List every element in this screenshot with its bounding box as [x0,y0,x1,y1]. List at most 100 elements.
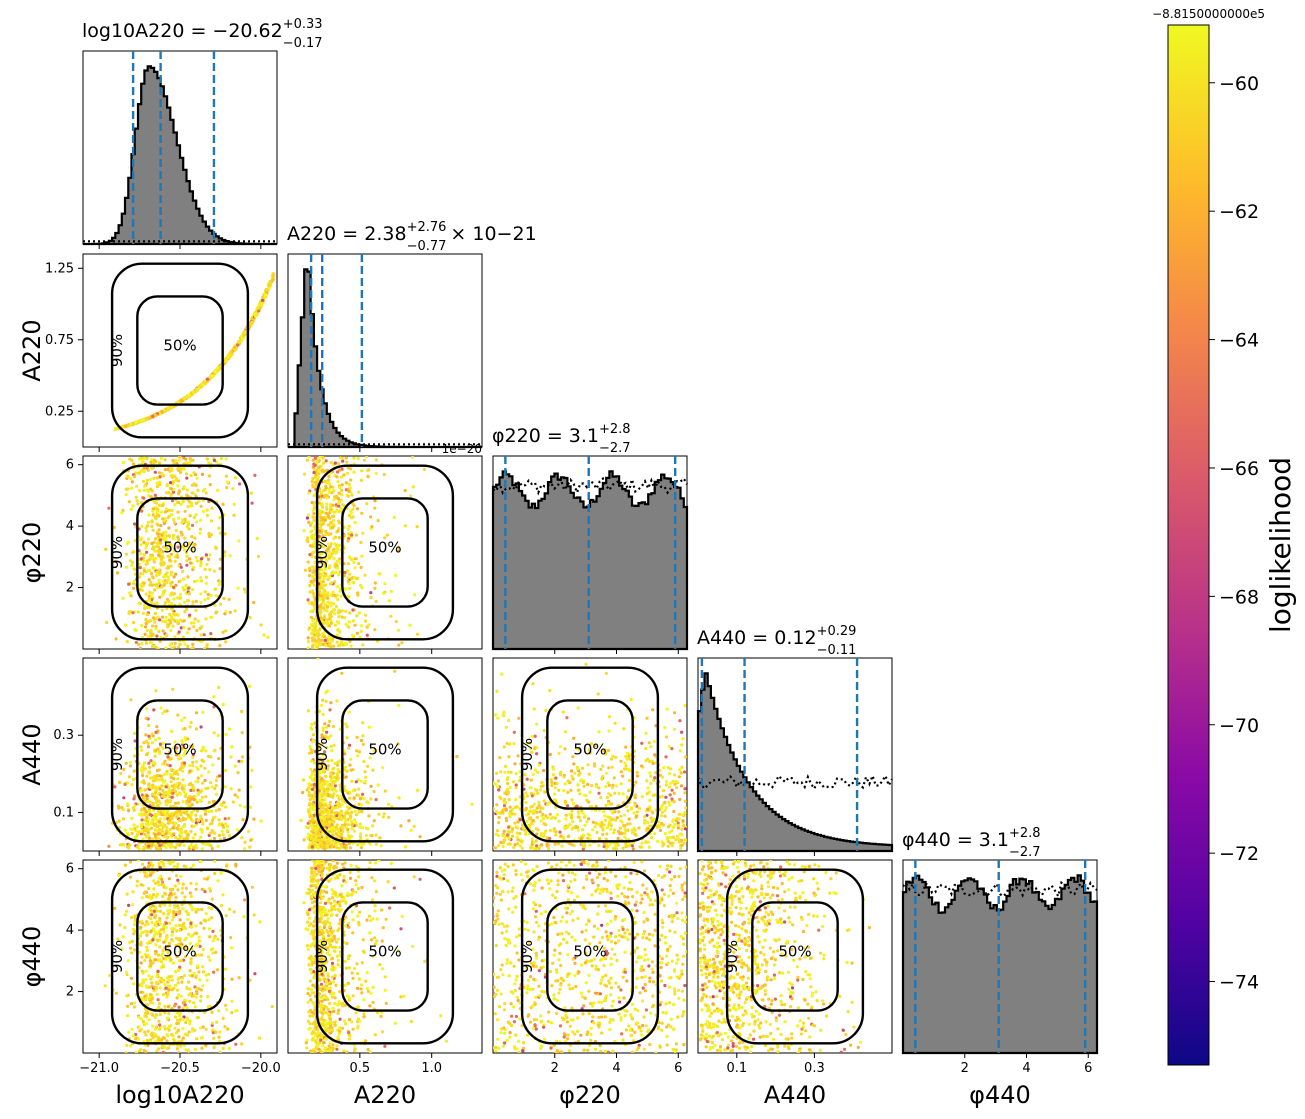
y-axis-label: A440 [18,723,46,785]
scatter-panel-A220-phi220: 50% 90% [287,455,483,650]
x-tick-label: 2 [961,1061,969,1076]
contour-label-90: 90% [108,738,126,771]
x-axis-label: log10A220 [115,1081,244,1109]
scatter-points: 50% 90% [107,666,263,851]
scatter-panel-phi220-phi440: 50% 90% [492,859,688,1054]
y-tick-label: 6 [66,862,74,877]
panel-title: φ220 = 3.1+2.8 [492,422,631,447]
contour-50 [751,901,839,1012]
diag-panel-A440: A440 = 0.12+0.29−0.11 [696,624,894,853]
colorbar-tick-label: −64 [1219,330,1259,352]
scatter-points: 50% 90% [104,456,270,649]
y-tick-label: 0.25 [45,404,74,419]
contour-50 [341,699,429,810]
colorbar-tick-label: −72 [1219,843,1259,865]
contour-label-50: 50% [368,943,401,961]
scatter-points: 50% 90% [493,662,687,851]
x-axis-label: φ220 [559,1081,621,1109]
y-tick-label: 2 [66,985,74,1000]
contour-50 [136,497,224,608]
x-tick-label: 6 [674,1061,682,1076]
panel-title: log10A220 = −20.62+0.33 [82,17,323,42]
contour-50 [341,901,429,1012]
x-tick-label: 0.3 [804,1061,825,1076]
scatter-points: 50% 90% [302,456,455,649]
x-axis-label: A220 [354,1081,416,1109]
contour-label-50: 50% [573,741,606,759]
histogram-bars [491,470,689,651]
y-tick-label: 2 [66,581,74,596]
contour-90 [520,666,660,843]
prior-line [492,475,688,496]
scatter-panel-logA220-A440: 50% 90% [82,657,278,852]
x-axis-label: φ440 [969,1081,1031,1109]
contour-label-50: 50% [778,943,811,961]
offset-label: 1e−20 [442,442,482,456]
contour-90 [315,666,455,843]
y-axis-label: φ220 [18,522,46,584]
contour-label-50: 50% [163,539,196,557]
contour-label-90: 90% [518,738,536,771]
scatter-points: 50% 90% [698,860,872,1053]
contour-90 [110,464,250,641]
colorbar-tick-label: −74 [1219,972,1259,994]
scatter-panel-logA220-A220: 50% 90% [82,253,278,448]
contour-label-50: 50% [368,741,401,759]
x-tick-label: 4 [1022,1061,1030,1076]
panel-title-minus: −0.17 [283,36,323,51]
diag-panel-A220: A220 = 2.38+2.76−0.77 1e−20 × 10−21 [287,220,537,456]
x-tick-label: −21.0 [79,1061,119,1076]
histogram-bars [288,268,482,449]
prior-line [902,880,1098,899]
panel-title-minus: −0.77 [407,239,447,254]
scatter-points: 50% 90% [108,262,275,439]
panel-title-minus: −0.11 [817,643,857,658]
x-tick-label: 0.5 [350,1061,371,1076]
x-axis-label: A440 [764,1081,826,1109]
diag-panel-logA220: log10A220 = −20.62+0.33−0.17 [82,17,323,246]
scatter-points: 50% 90% [493,860,687,1053]
contour-label-90: 90% [313,940,331,973]
x-tick-label: 6 [1084,1061,1092,1076]
contour-label-50: 50% [573,943,606,961]
y-tick-label: 0.75 [45,333,74,348]
histogram-bars [696,672,894,853]
colorbar: −60 −62 −64 −66 −68 −70 −72 −74 −8.8150000000e5… [1152,7,1297,1066]
scatter-panel-A440-phi440: 50% 90% [697,859,893,1054]
scatter-panel-A220-A440: 50% 90% [287,657,483,852]
scatter-panel-A220-phi440: 50% 90% [287,859,483,1054]
panel-title: A220 = 2.38+2.76 [287,220,446,245]
scatter-panel-phi220-A440: 50% 90% [492,657,688,852]
scatter-points: 50% 90% [103,860,274,1053]
scatter-points: 50% 90% [302,860,455,1053]
y-tick-label: 1.25 [45,261,74,276]
contour-90 [110,868,250,1045]
x-tick-label: −20.5 [160,1061,200,1076]
contour-50 [341,497,429,608]
panel-title: A440 = 0.12+0.29 [697,624,856,649]
contour-label-90: 90% [723,940,741,973]
contour-label-90: 90% [313,738,331,771]
colorbar-tick-label: −68 [1219,586,1259,608]
y-tick-label: 4 [66,519,74,534]
panel-frame [82,253,278,448]
panel-title-minus: −2.7 [599,441,631,456]
contour-90 [520,868,660,1045]
contour-90 [315,464,455,641]
contour-label-50: 50% [163,741,196,759]
contour-90 [110,262,250,439]
scatter-panel-logA220-phi220: 50% 90% [82,455,278,650]
x-tick-label: 2 [551,1061,559,1076]
colorbar-tick-label: −70 [1219,715,1259,737]
contour-label-90: 90% [108,536,126,569]
diag-panel-phi440: φ440 = 3.1+2.8−2.7 [901,826,1099,1055]
x-tick-label: −20.0 [241,1061,281,1076]
y-axis-label: A220 [18,319,46,381]
colorbar-tick-label: −66 [1219,458,1259,480]
contour-90 [110,666,250,843]
contour-50 [136,295,224,406]
contour-50 [546,901,634,1012]
y-tick-label: 4 [66,923,74,938]
